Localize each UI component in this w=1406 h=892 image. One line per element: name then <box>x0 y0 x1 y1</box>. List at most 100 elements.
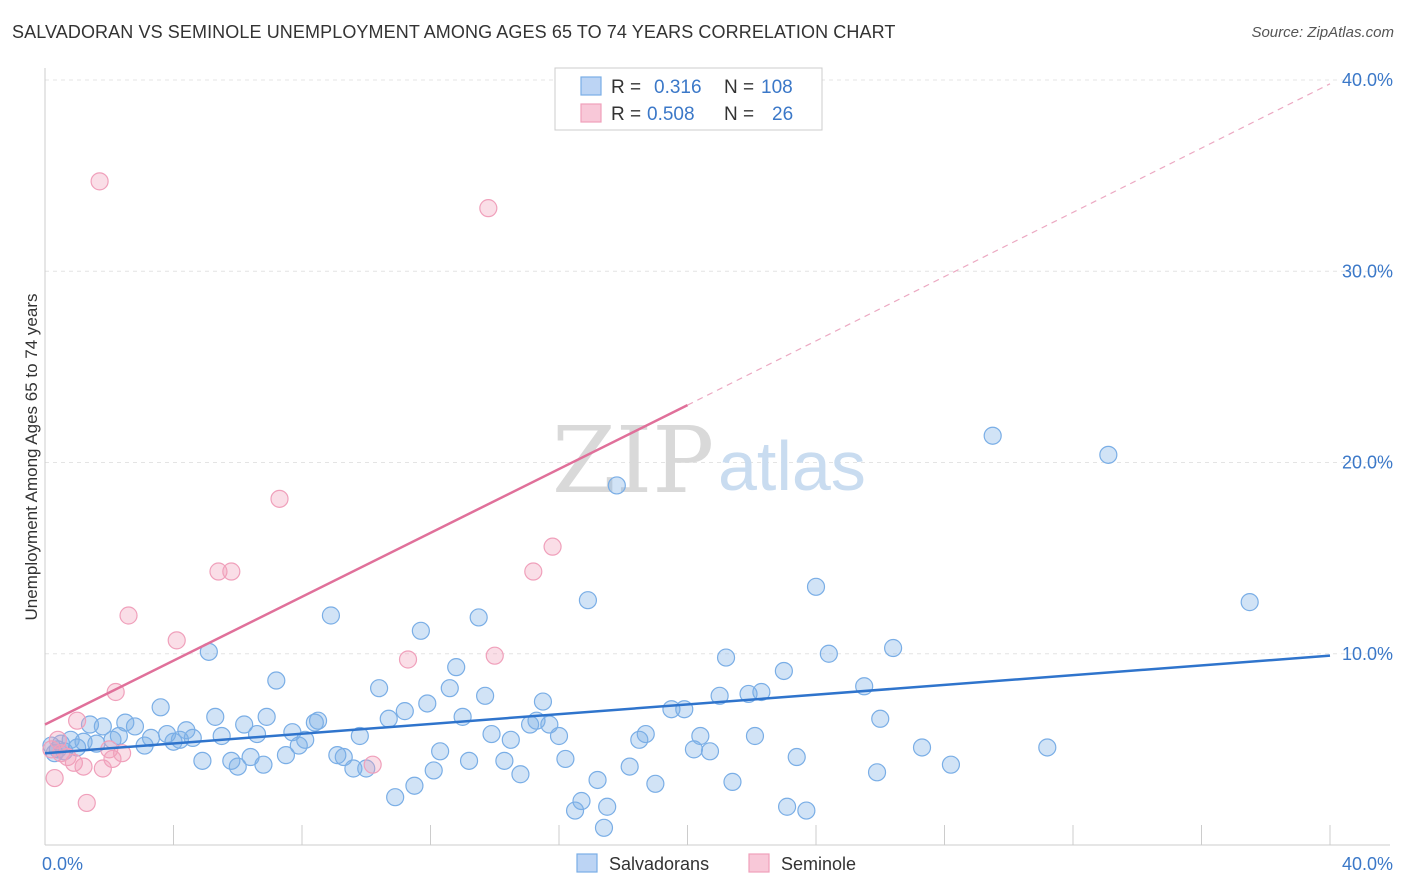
legend-n-seminole: 26 <box>772 104 793 125</box>
legend-n-salvadorans: 108 <box>761 77 793 98</box>
point-salvadorans-56 <box>440 679 459 698</box>
point-salvadorans-87 <box>700 742 720 761</box>
legend-n-label-salvadorans: N = <box>724 77 754 98</box>
point-salvadorans-22 <box>183 728 202 748</box>
point-salvadorans-35 <box>276 746 296 765</box>
point-salvadorans-14 <box>125 717 145 736</box>
point-salvadorans-34 <box>267 671 286 690</box>
point-seminole-25 <box>543 537 562 556</box>
point-salvadorans-25 <box>206 707 225 726</box>
point-salvadorans-86 <box>691 726 710 746</box>
point-salvadorans-10 <box>93 717 112 736</box>
point-salvadorans-28 <box>228 757 247 776</box>
chart-title: SALVADORAN VS SEMINOLE UNEMPLOYMENT AMON… <box>12 22 896 42</box>
point-salvadorans-76 <box>594 818 614 837</box>
bottom-legend-seminole: Seminole <box>781 854 856 874</box>
series-seminole-points <box>42 172 562 813</box>
x-tick-label-1: 40.0% <box>1342 854 1393 874</box>
point-salvadorans-45 <box>350 726 369 746</box>
watermark-zip: ZIP <box>552 407 714 514</box>
watermark: ZIP atlas <box>552 407 866 514</box>
legend-box: R = 0.316 N = 108 R = 0.508 N = 26 <box>554 67 823 131</box>
point-seminole-5 <box>64 753 84 772</box>
trend-lines <box>44 83 1331 755</box>
legend-r-salvadorans: 0.316 <box>654 77 702 98</box>
point-salvadorans-42 <box>328 746 347 765</box>
legend-r-label-seminole: R = <box>611 104 641 125</box>
legend-swatch-seminole <box>580 103 602 123</box>
point-salvadorans-103 <box>883 638 903 658</box>
data-points <box>42 172 1259 837</box>
point-seminole-8 <box>77 793 96 813</box>
point-salvadorans-89 <box>716 648 736 667</box>
point-salvadorans-54 <box>424 761 443 780</box>
point-salvadorans-63 <box>495 751 514 770</box>
point-seminole-12 <box>103 749 122 769</box>
bottom-legend-swatch-salvadorans <box>576 853 598 873</box>
point-seminole-24 <box>524 562 543 581</box>
point-salvadorans-60 <box>469 608 488 627</box>
legend-swatch-salvadorans <box>580 76 602 96</box>
point-salvadorans-53 <box>418 694 437 713</box>
point-salvadorans-77 <box>598 797 617 816</box>
point-salvadorans-95 <box>777 797 797 816</box>
point-salvadorans-90 <box>723 772 742 791</box>
bottom-legend-swatch-seminole <box>748 853 770 873</box>
point-salvadorans-40 <box>308 711 328 730</box>
point-salvadorans-82 <box>646 774 665 793</box>
point-salvadorans-93 <box>752 682 771 702</box>
point-salvadorans-57 <box>447 658 466 677</box>
y-tick-label-3: 40.0% <box>1342 70 1393 90</box>
series-salvadorans-points <box>42 426 1259 837</box>
watermark-atlas: atlas <box>718 427 866 505</box>
point-seminole-18 <box>222 562 241 581</box>
point-salvadorans-94 <box>774 661 793 681</box>
point-salvadorans-23 <box>193 751 212 770</box>
point-salvadorans-97 <box>797 801 816 820</box>
legend-n-label-seminole: N = <box>724 104 754 125</box>
point-salvadorans-61 <box>476 686 495 705</box>
point-seminole-7 <box>74 757 93 776</box>
point-seminole-14 <box>112 744 132 763</box>
point-salvadorans-17 <box>151 698 170 717</box>
point-salvadorans-108 <box>1099 445 1118 464</box>
point-salvadorans-70 <box>549 726 569 746</box>
point-salvadorans-31 <box>247 724 267 744</box>
point-salvadorans-88 <box>710 686 729 705</box>
point-salvadorans-33 <box>257 707 276 726</box>
point-salvadorans-29 <box>235 715 254 734</box>
point-salvadorans-104 <box>912 738 932 757</box>
legend-r-seminole: 0.508 <box>647 104 695 125</box>
point-salvadorans-32 <box>254 755 273 774</box>
point-salvadorans-72 <box>565 801 585 820</box>
point-seminole-20 <box>363 755 382 774</box>
point-seminole-9 <box>90 172 109 191</box>
point-salvadorans-99 <box>819 644 838 663</box>
point-salvadorans-75 <box>588 770 607 790</box>
y-tick-label-1: 20.0% <box>1342 453 1393 473</box>
point-salvadorans-106 <box>983 426 1002 445</box>
point-salvadorans-73 <box>572 791 591 811</box>
y-tick-label-0: 10.0% <box>1342 644 1393 664</box>
point-seminole-22 <box>479 199 498 218</box>
point-salvadorans-79 <box>620 757 639 776</box>
point-salvadorans-74 <box>578 591 598 610</box>
x-tick-label-0: 0.0% <box>42 854 83 874</box>
trend-line-seminole <box>44 404 689 726</box>
point-salvadorans-39 <box>305 713 324 732</box>
point-salvadorans-109 <box>1240 593 1259 612</box>
point-seminole-2 <box>48 730 67 749</box>
point-seminole-1 <box>45 768 64 788</box>
point-salvadorans-64 <box>501 730 520 749</box>
point-seminole-15 <box>119 606 138 625</box>
point-seminole-17 <box>209 562 228 581</box>
point-salvadorans-48 <box>379 709 398 728</box>
point-salvadorans-59 <box>459 751 479 770</box>
point-salvadorans-51 <box>405 776 424 795</box>
y-tick-label-2: 30.0% <box>1342 261 1393 281</box>
point-salvadorans-65 <box>511 765 530 784</box>
point-salvadorans-38 <box>296 730 315 749</box>
grid-lines <box>45 79 1390 655</box>
point-salvadorans-13 <box>116 713 135 732</box>
point-salvadorans-107 <box>1038 738 1057 757</box>
